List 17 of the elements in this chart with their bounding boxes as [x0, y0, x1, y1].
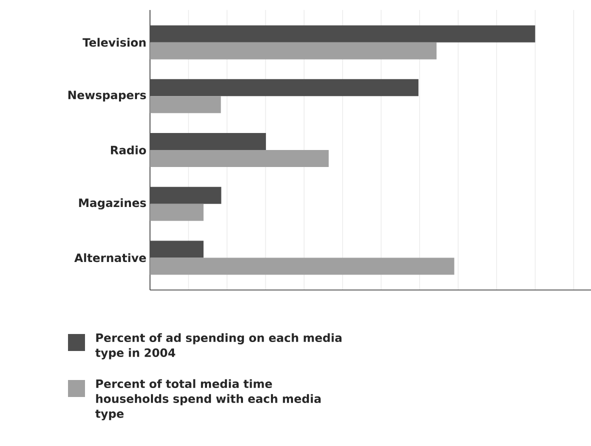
y-tick-label: Alternative [74, 253, 146, 262]
y-tick-label: Newspapers [68, 90, 146, 102]
bar [150, 150, 329, 168]
bar [150, 25, 536, 42]
legend-label: Percent of ad spending on each media type in 2004 [95, 333, 342, 360]
bar [150, 204, 204, 221]
bar [150, 258, 454, 275]
y-tick-label: Radio [110, 146, 146, 154]
bar [150, 133, 266, 150]
bar [150, 79, 418, 96]
legend-label: Percent of total media time households spend with each media type [95, 379, 321, 420]
y-tick-label: Television [82, 38, 146, 47]
bar [150, 186, 222, 204]
bar [150, 42, 437, 60]
y-tick-label: Magazines [79, 198, 146, 210]
bar [150, 240, 204, 258]
bar [150, 96, 221, 114]
